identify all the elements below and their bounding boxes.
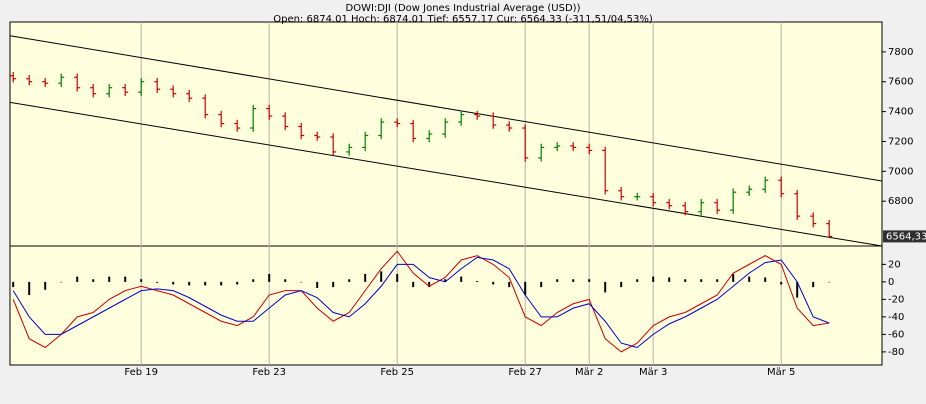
histogram-bar [636, 279, 639, 282]
oscillator-line [12, 256, 830, 349]
histogram-bar [140, 279, 143, 282]
x-tick-label: Mär 3 [639, 367, 667, 378]
histogram-bar [220, 281, 223, 286]
y-tick-label: 7400 [888, 107, 913, 118]
histogram-bar [492, 281, 495, 285]
histogram-bar [524, 281, 527, 295]
y-tick-label: -20 [888, 294, 904, 305]
histogram-bar [652, 276, 655, 282]
histogram-bar [764, 277, 767, 282]
histogram-bar [60, 281, 63, 283]
histogram-bar [716, 279, 719, 282]
histogram-bar [316, 281, 319, 288]
histogram-bar [444, 279, 447, 282]
y-tick-label: 0 [888, 277, 894, 288]
histogram-bar [540, 281, 543, 288]
oscillator-panel [9, 245, 883, 366]
histogram-bar [268, 274, 271, 282]
histogram-bar [812, 281, 815, 288]
histogram-bar [12, 281, 15, 288]
histogram-bar [364, 274, 367, 282]
histogram-bar [92, 279, 95, 282]
histogram-bar [44, 281, 47, 290]
histogram-bar [508, 281, 511, 288]
price-panel [9, 21, 883, 247]
trend-line [9, 35, 883, 182]
x-tick-label: Feb 19 [124, 367, 158, 378]
x-tick-label: Mär 5 [767, 367, 795, 378]
histogram-bar [460, 276, 463, 282]
last-price-label: 6564,33 [886, 231, 926, 242]
histogram-bar [332, 281, 335, 288]
histogram-bar [252, 279, 255, 282]
histogram-bar [396, 274, 399, 282]
histogram-bar [188, 281, 191, 286]
histogram-bar [620, 281, 623, 288]
histogram-bar [476, 281, 479, 282]
histogram-bar [588, 279, 591, 282]
histogram-bar [428, 281, 431, 288]
histogram-bar [556, 279, 559, 282]
histogram-bar [700, 279, 703, 282]
histogram-bar [796, 281, 799, 298]
histogram-bar [780, 281, 783, 285]
histogram-bar [604, 281, 607, 293]
x-tick-label: Feb 27 [508, 367, 542, 378]
histogram-bar [156, 281, 159, 283]
histogram-bar [572, 279, 575, 282]
y-tick-label: -40 [888, 312, 904, 323]
histogram-bar [412, 281, 415, 288]
last-price-box [883, 230, 926, 243]
y-tick-label: 7600 [888, 77, 913, 88]
chart-subtitle: Open: 6874.01 Hoch: 6874.01 Tief: 6557.1… [273, 14, 653, 25]
y-tick-label: 7200 [888, 136, 913, 147]
histogram-bar [684, 279, 687, 282]
y-tick-label: -80 [888, 347, 904, 358]
histogram-bar [732, 274, 735, 282]
x-tick-label: Feb 25 [380, 367, 414, 378]
y-tick-label: 20 [888, 259, 901, 270]
x-tick-label: Mär 2 [575, 367, 603, 378]
chart-title: DOWI:DJI (Dow Jones Industrial Average (… [346, 3, 581, 14]
oscillator-line [12, 250, 830, 353]
histogram-bar [76, 276, 79, 282]
histogram-bar [668, 277, 671, 282]
histogram-bar [284, 279, 287, 282]
histogram-bar [300, 281, 303, 283]
histogram-bar [204, 281, 207, 286]
y-tick-label: 7800 [888, 47, 913, 58]
histogram-bar [124, 276, 127, 282]
histogram-bar [348, 279, 351, 282]
y-tick-label: -60 [888, 329, 904, 340]
y-tick-label: 7000 [888, 166, 913, 177]
histogram-bar [380, 271, 383, 282]
histogram-bar [236, 281, 239, 285]
histogram-bar [172, 281, 175, 285]
histogram-bar [828, 281, 831, 283]
histogram-bar [28, 281, 31, 295]
trend-line [9, 101, 883, 247]
histogram-bar [748, 276, 751, 282]
histogram-bar [108, 276, 111, 282]
x-tick-label: Feb 23 [252, 367, 286, 378]
y-tick-label: 6800 [888, 196, 913, 207]
